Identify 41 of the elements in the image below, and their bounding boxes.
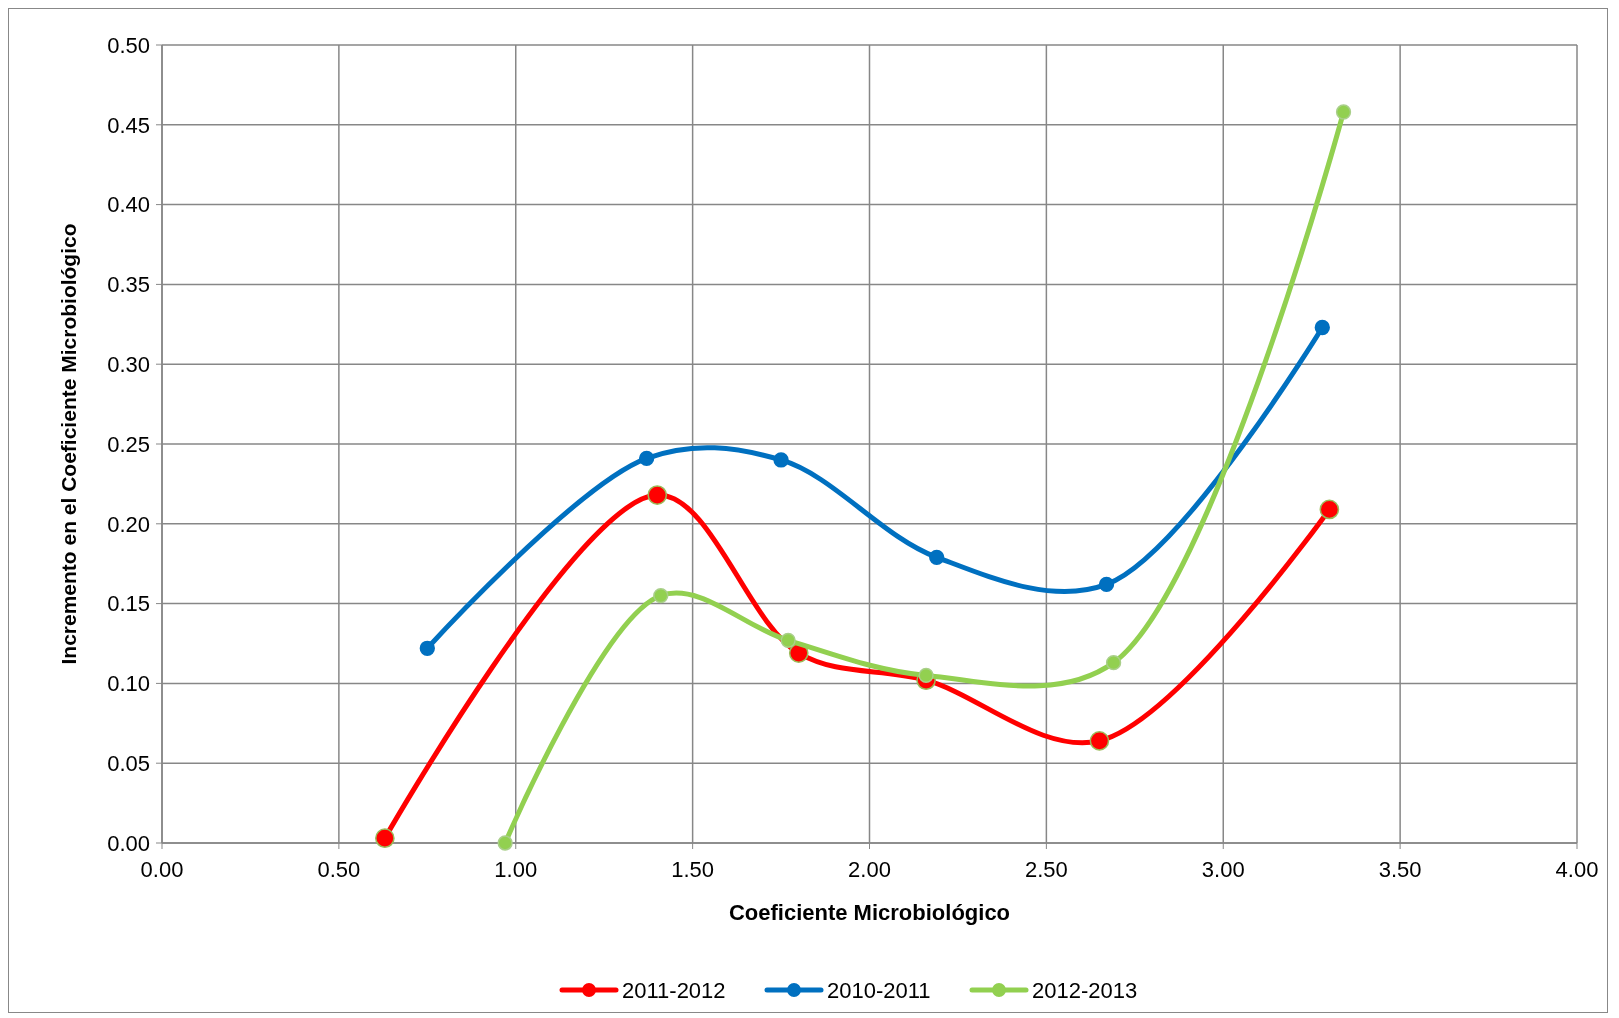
y-tick-label: 0.00 — [107, 830, 150, 856]
x-tick-label: 0.50 — [317, 857, 361, 882]
y-tick-label: 0.35 — [107, 272, 150, 298]
point — [1089, 731, 1110, 751]
point — [653, 587, 669, 604]
point — [419, 640, 435, 656]
point — [918, 667, 934, 684]
y-tick-label: 0.15 — [107, 591, 150, 617]
y-tick-label: 0.25 — [107, 431, 150, 457]
x-tick-label: 2.00 — [848, 857, 891, 882]
point — [929, 549, 945, 565]
y-tick-label: 0.50 — [107, 32, 150, 58]
x-tick-label: 0.00 — [140, 857, 184, 882]
legend-label: 2011-2012 — [622, 977, 726, 1003]
y-tick-label: 0.20 — [107, 511, 150, 537]
y-axis-title: Incremento en el Coeficiente Microbiológico — [57, 223, 80, 665]
point — [773, 452, 789, 468]
point — [497, 835, 513, 851]
point — [1098, 576, 1115, 593]
y-tick-label: 0.45 — [107, 112, 150, 138]
point — [780, 632, 796, 648]
point — [647, 485, 668, 505]
x-tick-label: 2.50 — [1024, 857, 1068, 882]
point — [1314, 319, 1330, 336]
point — [375, 828, 395, 849]
point — [1335, 104, 1352, 120]
y-tick-label: 0.40 — [107, 192, 150, 218]
point — [1319, 499, 1340, 520]
point — [638, 450, 655, 467]
x-tick-label: 1.00 — [494, 857, 538, 882]
x-tick-label: 4.00 — [1555, 857, 1599, 882]
y-tick-label: 0.05 — [107, 750, 150, 776]
legend-label: 2010-2011 — [827, 977, 931, 1003]
x-tick-label: 3.00 — [1201, 857, 1245, 882]
y-tick-label: 0.10 — [107, 671, 150, 697]
point — [1105, 655, 1122, 671]
x-tick-label: 1.50 — [671, 857, 715, 882]
x-tick-label: 3.50 — [1378, 857, 1422, 882]
legend-label: 2012-2013 — [1032, 977, 1138, 1003]
y-tick-label: 0.30 — [107, 351, 150, 377]
x-axis-title: Coeficiente Microbiológico — [728, 900, 1011, 925]
